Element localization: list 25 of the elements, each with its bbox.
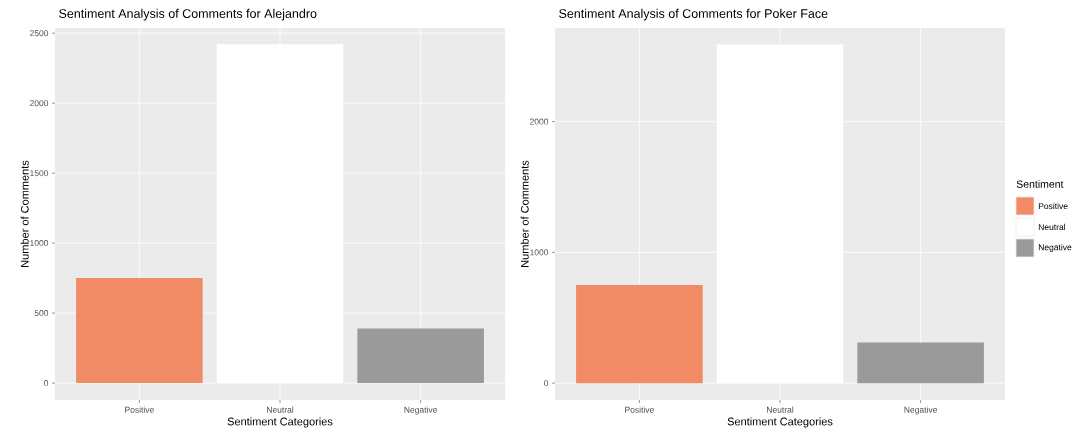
y-tick-label: 1000: [30, 240, 49, 247]
chart-title: Sentiment Analysis of Comments for Alejandro: [59, 8, 317, 21]
y-tick-label: 1000: [530, 249, 549, 256]
x-tick-label: Negative: [404, 406, 438, 415]
x-tick-label: Neutral: [266, 406, 294, 413]
chart-title: Sentiment Analysis of Comments for Poker Face: [559, 8, 828, 21]
x-axis-title: Sentiment Categories: [227, 417, 333, 428]
y-tick-label: 0: [544, 380, 549, 387]
legend-label: Positive: [1038, 202, 1068, 210]
x-axis-title: Sentiment Categories: [727, 417, 833, 428]
x-tick-label: Neutral: [767, 406, 794, 413]
y-tick-label: 1500: [30, 170, 49, 177]
y-tick-label: 2000: [29, 100, 49, 107]
legend-label: Neutral: [1038, 223, 1066, 231]
x-tick-label: Positive: [125, 406, 154, 413]
y-axis-title: Number of Comments: [520, 160, 529, 267]
y-axis-title: Number of Comments: [20, 160, 29, 267]
y-tick-label: 2500: [29, 30, 49, 37]
legend-title: Sentiment: [1016, 180, 1064, 188]
y-tick-label: 500: [34, 310, 49, 317]
x-tick-label: Positive: [625, 406, 654, 413]
y-tick-label: 2000: [529, 118, 549, 125]
y-tick-label: 0: [44, 380, 49, 387]
x-tick-label: Negative: [904, 406, 938, 415]
legend-label: Negative: [1038, 244, 1072, 252]
